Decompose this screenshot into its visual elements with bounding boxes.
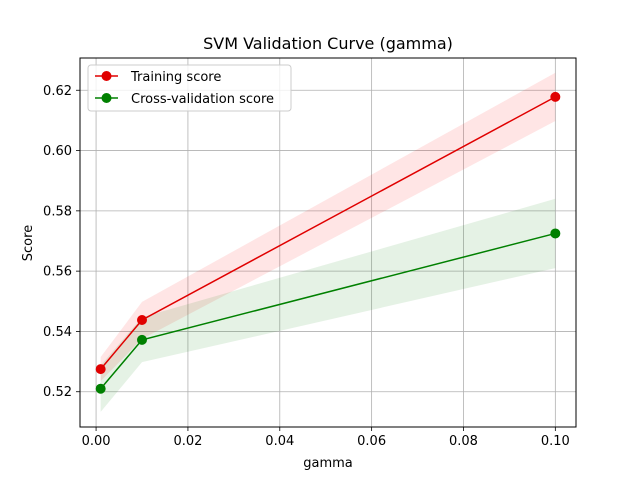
y-tick-label: 0.60 (43, 144, 72, 159)
series-markers (95, 91, 561, 394)
training-score-point (137, 314, 147, 325)
legend-label-cross-validation: Cross-validation score (131, 92, 274, 107)
y-tick-label: 0.56 (43, 265, 72, 280)
x-tick-label: 0.10 (541, 434, 570, 449)
x-tick-label: 0.00 (82, 434, 111, 449)
training-score-point (95, 364, 106, 375)
y-tick-label: 0.62 (43, 84, 72, 99)
cross-validation-score-point (550, 228, 561, 239)
cross-validation-score-point (137, 334, 147, 345)
training-score-band (100, 72, 556, 382)
y-axis-label: Score (21, 225, 36, 261)
legend-label-training: Training score (130, 70, 221, 85)
legend-marker-training (101, 71, 112, 81)
y-axis-ticks: 0.52 0.54 0.56 0.58 0.60 0.62 (43, 84, 80, 400)
y-tick-label: 0.58 (43, 204, 72, 219)
x-tick-label: 0.04 (265, 434, 294, 449)
y-tick-label: 0.54 (43, 325, 72, 340)
x-tick-label: 0.06 (357, 434, 386, 449)
legend: Training score Cross-validation score (87, 64, 292, 112)
training-score-point (550, 91, 561, 102)
cross-validation-score-point (95, 383, 106, 394)
confidence-bands (100, 72, 556, 412)
y-tick-label: 0.52 (43, 385, 72, 400)
x-tick-label: 0.02 (173, 434, 202, 449)
x-tick-label: 0.08 (449, 434, 478, 449)
plot-area-frame (79, 57, 577, 428)
legend-box (87, 64, 292, 112)
x-axis-ticks: 0.00 0.02 0.04 0.06 0.08 0.10 (82, 427, 570, 449)
cross-validation-score-band (100, 198, 556, 412)
x-axis-label: gamma (303, 456, 353, 471)
chart-title: SVM Validation Curve (gamma) (203, 34, 453, 53)
grid-lines (80, 58, 576, 427)
legend-marker-cross-validation (101, 93, 112, 103)
